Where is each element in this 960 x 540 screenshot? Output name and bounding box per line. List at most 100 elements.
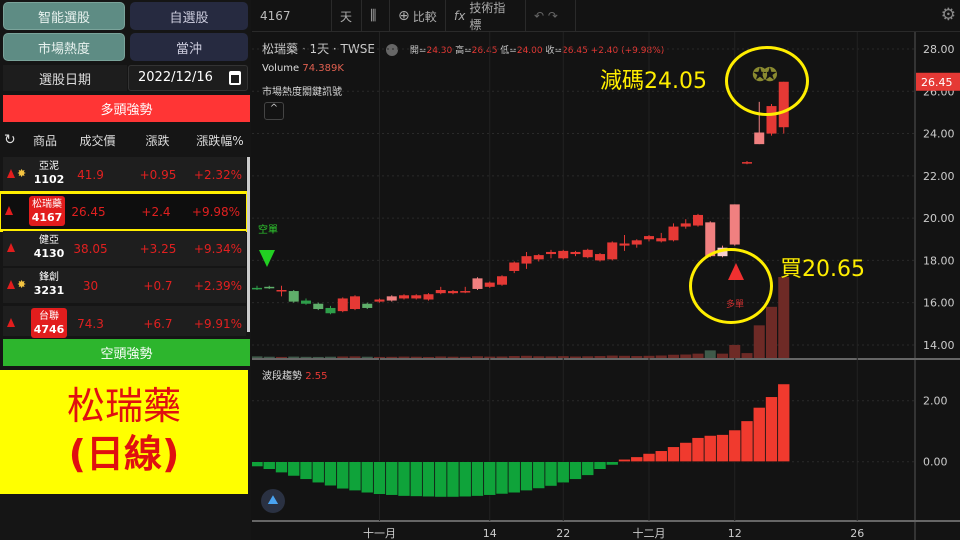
oscillator-bar xyxy=(556,461,570,484)
col-pct: 漲跌幅% xyxy=(196,134,244,148)
stock-row[interactable]: 健亞 4130 38.05 +3.25 +9.34% xyxy=(3,231,246,266)
oscillator-bar xyxy=(360,461,374,494)
candle-body xyxy=(619,243,630,246)
collapse-button[interactable]: ^ xyxy=(264,102,284,120)
volume-bar xyxy=(312,356,324,358)
volume-bar xyxy=(361,356,373,358)
bear-section-header[interactable]: 空頭強勢 xyxy=(3,339,250,366)
interval-button[interactable]: 天 xyxy=(332,0,362,32)
volume-bar xyxy=(741,353,753,358)
sun-icon: ✸ xyxy=(17,278,27,291)
oscillator-bar xyxy=(507,461,521,494)
compare-button[interactable]: ⊕ 比較 xyxy=(390,0,446,32)
volume-bar xyxy=(778,277,790,358)
volume-bar xyxy=(692,353,704,358)
stock-row[interactable]: 台聯 4746 74.3 +6.7 +9.91% xyxy=(3,306,246,338)
volume-bar xyxy=(386,356,398,358)
stock-change: +0.95 xyxy=(139,168,177,182)
settings-gear-icon[interactable]: ⚙ xyxy=(940,5,956,25)
volume-bar xyxy=(300,356,312,358)
undo-redo[interactable]: ↶ ↷ xyxy=(526,0,576,32)
up-arrow-icon xyxy=(7,280,15,289)
volume-bar xyxy=(643,355,655,358)
price-tick-label: 24.00 xyxy=(923,128,955,141)
scrollbar[interactable] xyxy=(247,157,250,332)
oscillator-bar xyxy=(728,429,742,463)
calendar-icon[interactable] xyxy=(229,71,241,85)
refresh-icon[interactable]: ↻ xyxy=(4,132,16,148)
oscillator-bar xyxy=(667,446,680,463)
oscillator-bar xyxy=(262,461,276,470)
star-coins-icon: ✪✪ xyxy=(752,64,778,86)
oscillator-bar xyxy=(471,461,484,497)
volume-bar xyxy=(447,356,459,358)
price-tick-label: 22.00 xyxy=(923,170,955,183)
volume-bar xyxy=(252,356,263,358)
candle-body xyxy=(288,291,299,302)
candle-body xyxy=(350,296,360,310)
compare-label: 比較 xyxy=(412,9,437,24)
col-price: 成交價 xyxy=(79,134,116,148)
oscillator-bar xyxy=(520,461,533,491)
stock-change: +2.4 xyxy=(141,205,171,219)
tradingview-logo-icon[interactable]: ⛰ xyxy=(261,489,285,513)
stock-name: 松瑞藥 4167 xyxy=(29,196,65,226)
collapse-legend-icon[interactable] xyxy=(386,44,399,56)
indicators-button[interactable]: fx 技術指標 xyxy=(446,0,526,32)
oscillator-bar xyxy=(703,435,717,463)
volume-bar xyxy=(484,356,496,358)
candle-body xyxy=(644,236,654,240)
chart-legend: 松瑞藥 · 1天 · TWSE 開=24.30 高=26.45 低=24.00 … xyxy=(262,42,665,56)
candle-body xyxy=(411,295,422,299)
symbol-input[interactable]: 4167 xyxy=(252,0,332,32)
buy-annotation: 買20.65 xyxy=(780,257,865,282)
volume-bar xyxy=(435,356,447,358)
up-arrow-icon xyxy=(7,243,15,252)
stock-pct: +9.91% xyxy=(193,317,243,331)
tab-watchlist[interactable]: 自選股 xyxy=(130,2,248,30)
stock-price: 26.45 xyxy=(71,205,106,219)
up-arrow-icon xyxy=(7,318,15,327)
oscillator-bar xyxy=(765,396,778,462)
fx-icon: fx xyxy=(454,9,466,23)
candle-body xyxy=(533,255,544,260)
stock-price: 74.3 xyxy=(77,317,104,331)
candle-body xyxy=(337,298,348,312)
price-tick-label: 16.00 xyxy=(923,297,955,310)
sell-annotation: 減碼24.05 xyxy=(600,69,707,94)
volume-bar xyxy=(704,350,716,358)
oscillator-bar xyxy=(287,461,301,477)
date-value: 2022/12/16 xyxy=(138,70,213,85)
price-chart[interactable]: 28.0026.0024.0022.0020.0018.0016.0014.00… xyxy=(252,0,960,540)
candle-body xyxy=(362,303,373,308)
oscillator-bar xyxy=(397,461,411,497)
volume-bar xyxy=(337,356,349,358)
tab-smart-picks[interactable]: 智能選股 xyxy=(3,2,125,30)
undo-icon[interactable]: ↶ xyxy=(534,9,545,23)
candle-body xyxy=(374,299,385,302)
stock-row[interactable]: ✸ 亞泥 1102 41.9 +0.95 +2.32% xyxy=(3,157,246,192)
time-tick-label: 十一月 xyxy=(363,526,396,540)
oscillator-bar xyxy=(434,461,448,498)
oscillator-bar xyxy=(422,461,435,498)
volume-bar xyxy=(423,356,434,358)
candle-body xyxy=(509,262,520,271)
candle-style-icon[interactable]: ⫼ xyxy=(362,0,390,32)
volume-bar xyxy=(410,356,422,358)
tab-day-trade[interactable]: 當沖 xyxy=(130,33,248,61)
oscillator-bar xyxy=(458,461,472,498)
stock-row[interactable]: 松瑞藥 4167 26.45 +2.4 +9.98% xyxy=(0,191,249,232)
stock-pct: +2.32% xyxy=(193,168,243,182)
time-tick-label: 26 xyxy=(850,527,864,540)
tab-market-heat[interactable]: 市場熱度 xyxy=(3,33,125,61)
redo-icon[interactable]: ↷ xyxy=(547,9,558,23)
candle-body xyxy=(742,162,752,164)
stock-row[interactable]: ✸ 鋒創 3231 30 +0.7 +2.39% xyxy=(3,268,246,303)
price-tick-label: 14.00 xyxy=(923,339,955,352)
last-price-tag xyxy=(916,72,960,91)
bull-section-header[interactable]: 多頭強勢 xyxy=(3,95,250,122)
oscillator-bar xyxy=(446,461,460,498)
oscillator-bar xyxy=(252,461,264,467)
date-input[interactable]: 2022/12/16 xyxy=(128,65,248,91)
candle-body xyxy=(264,286,275,289)
